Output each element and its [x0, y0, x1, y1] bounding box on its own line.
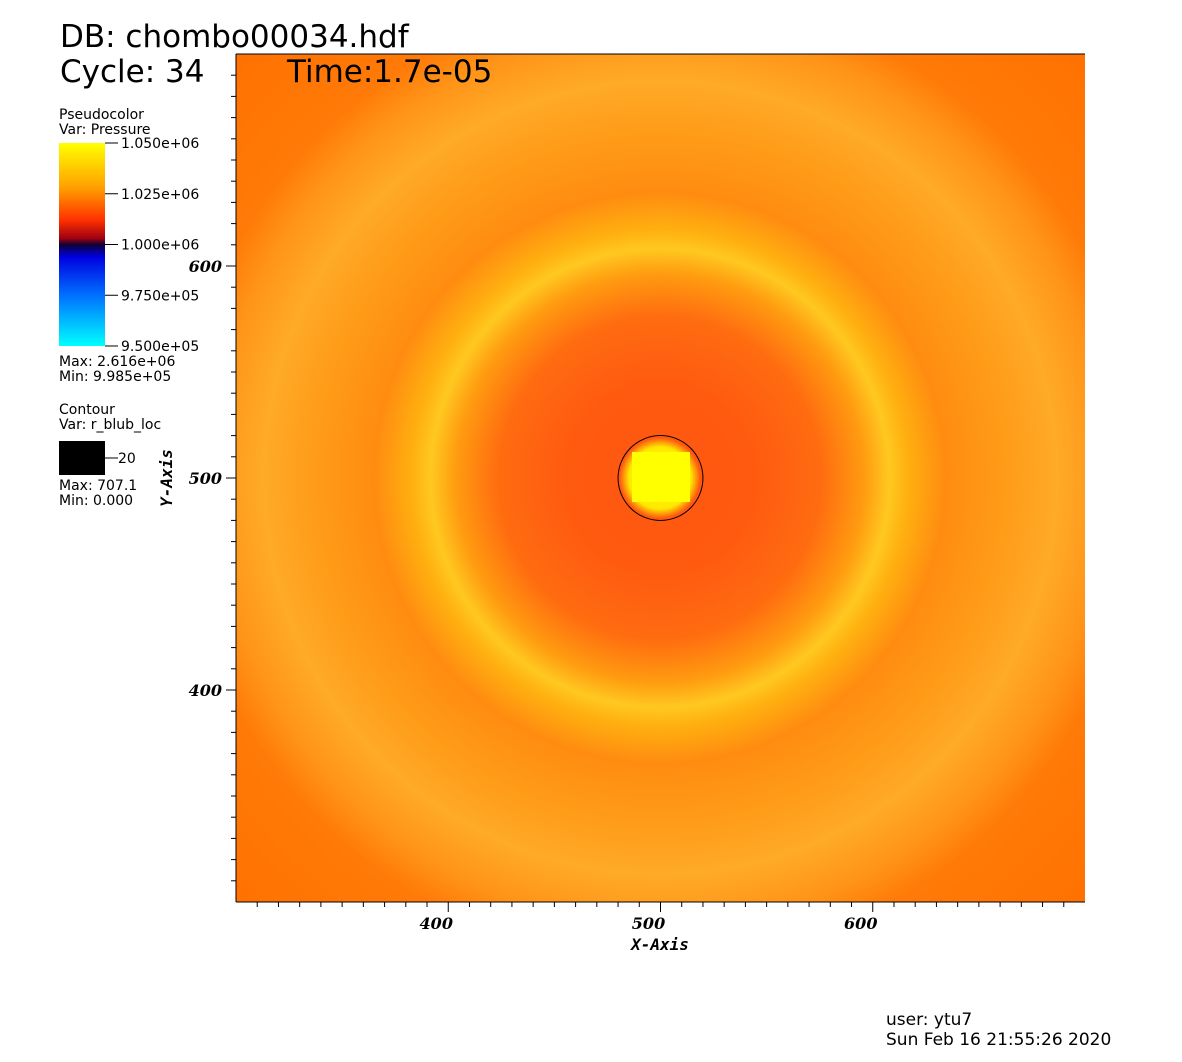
contour-max: Max: 707.1: [59, 478, 137, 494]
time-label: Time:1.7e-05: [286, 54, 492, 90]
colorbar-tick-label: 1.025e+06: [121, 187, 199, 203]
date-label: Sun Feb 16 21:55:26 2020: [886, 1030, 1111, 1050]
y-axis-label: Y-Axis: [157, 449, 176, 507]
y-tick-label: 600: [189, 257, 222, 276]
contour-var: Var: r_blub_loc: [59, 417, 161, 433]
user-label: user: ytu7: [886, 1010, 972, 1030]
y-tick-label: 400: [189, 681, 222, 700]
colorbar-tick-label: 1.000e+06: [121, 238, 199, 254]
legend-title: Pseudocolor: [59, 107, 144, 123]
x-tick-label: 400: [420, 914, 453, 933]
cycle-label: Cycle: 34: [60, 54, 204, 90]
db-label: DB: chombo00034.hdf: [60, 19, 410, 55]
contour-level-label: 20: [118, 451, 136, 467]
x-tick-label: 500: [632, 914, 665, 933]
x-axis-label: X-Axis: [629, 935, 689, 954]
x-tick-label: 600: [844, 914, 877, 933]
contour-min: Min: 0.000: [59, 493, 133, 509]
y-tick-label: 500: [189, 469, 222, 488]
contour-line: [617, 435, 704, 521]
colorbar: [59, 143, 105, 346]
plot-area: [236, 54, 1085, 902]
legend-var: Var: Pressure: [59, 122, 151, 138]
legend-max: Max: 2.616e+06: [59, 354, 175, 370]
colorbar-tick-label: 9.750e+05: [121, 288, 199, 304]
colorbar-tick-label: 9.500e+05: [121, 339, 199, 355]
colorbar-tick-label: 1.050e+06: [121, 136, 199, 152]
contour-swatch: [59, 441, 105, 475]
hot-core: [632, 452, 690, 502]
legend-min: Min: 9.985e+05: [59, 369, 171, 385]
contour-title: Contour: [59, 402, 115, 418]
